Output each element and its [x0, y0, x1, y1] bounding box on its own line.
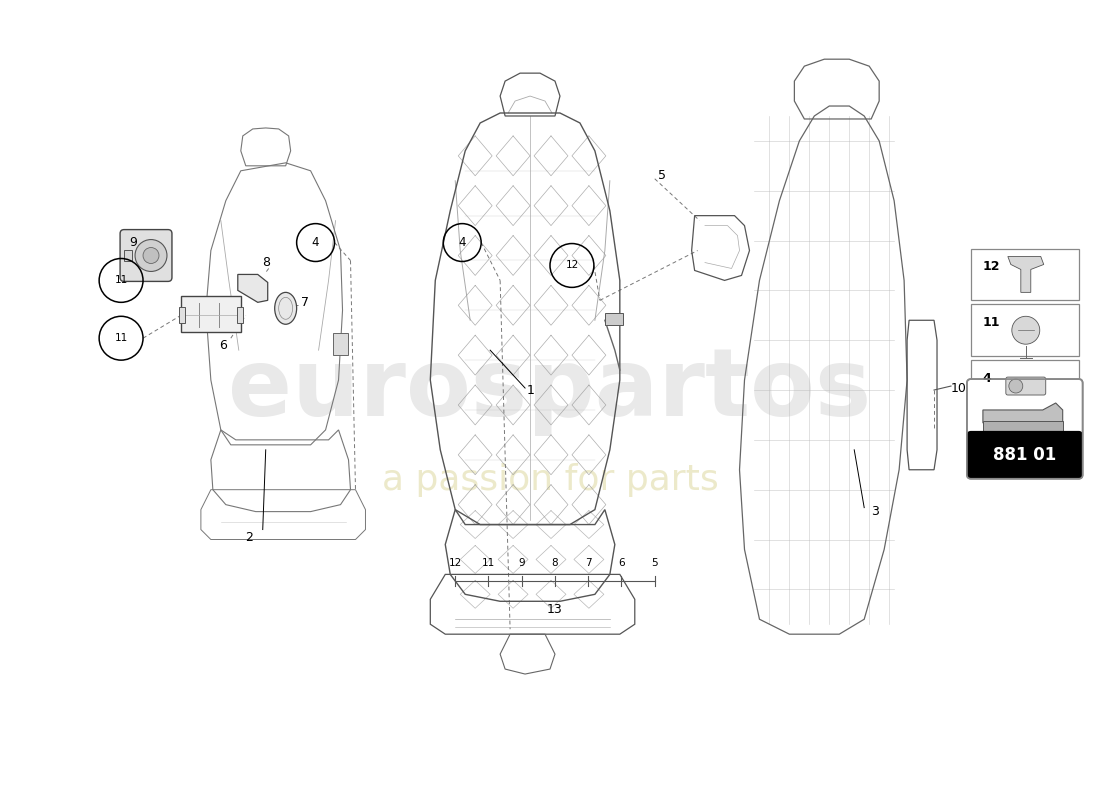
Text: 5: 5	[658, 170, 666, 182]
Bar	[971, 431, 1079, 445]
Text: 4: 4	[983, 372, 992, 385]
Polygon shape	[238, 274, 267, 302]
Circle shape	[1012, 316, 1040, 344]
Text: eurospartos: eurospartos	[229, 344, 871, 436]
Text: 13: 13	[547, 602, 563, 616]
Bar	[332, 334, 348, 355]
FancyBboxPatch shape	[180, 296, 241, 332]
Text: 1: 1	[527, 383, 535, 397]
Bar	[971, 304, 1079, 356]
Text: 8: 8	[262, 256, 270, 269]
Bar	[124, 250, 132, 262]
Polygon shape	[983, 403, 1063, 423]
Text: 7: 7	[585, 558, 592, 569]
Text: 11: 11	[482, 558, 495, 569]
Text: 8: 8	[552, 558, 559, 569]
Bar	[983, 421, 1063, 433]
Text: 6: 6	[618, 558, 625, 569]
Text: 11: 11	[114, 275, 128, 286]
Ellipse shape	[275, 292, 297, 324]
FancyBboxPatch shape	[1005, 377, 1046, 395]
Text: 11: 11	[114, 334, 128, 343]
Text: 9: 9	[518, 558, 525, 569]
Bar	[605, 314, 623, 326]
Text: 3: 3	[871, 505, 879, 518]
Text: 4: 4	[459, 236, 466, 249]
Text: 2: 2	[245, 531, 253, 544]
Text: 10: 10	[952, 382, 967, 394]
Bar	[971, 360, 1079, 412]
Polygon shape	[1008, 257, 1044, 292]
Text: 7: 7	[300, 296, 309, 309]
FancyBboxPatch shape	[120, 230, 172, 282]
Text: 12: 12	[449, 558, 462, 569]
Text: 881 01: 881 01	[993, 446, 1056, 464]
Bar	[971, 249, 1079, 300]
FancyBboxPatch shape	[967, 431, 1082, 478]
Text: 12: 12	[565, 261, 579, 270]
Bar	[179, 307, 185, 323]
Circle shape	[143, 247, 160, 263]
Text: 9: 9	[129, 236, 136, 249]
Bar	[236, 307, 243, 323]
Text: a passion for parts: a passion for parts	[382, 462, 718, 497]
Text: 11: 11	[983, 316, 1000, 329]
Circle shape	[135, 239, 167, 271]
Text: 12: 12	[983, 260, 1000, 273]
Text: 5: 5	[651, 558, 658, 569]
FancyBboxPatch shape	[967, 379, 1082, 478]
Text: 6: 6	[219, 338, 227, 352]
Circle shape	[1009, 379, 1023, 393]
Text: 4: 4	[311, 236, 319, 249]
